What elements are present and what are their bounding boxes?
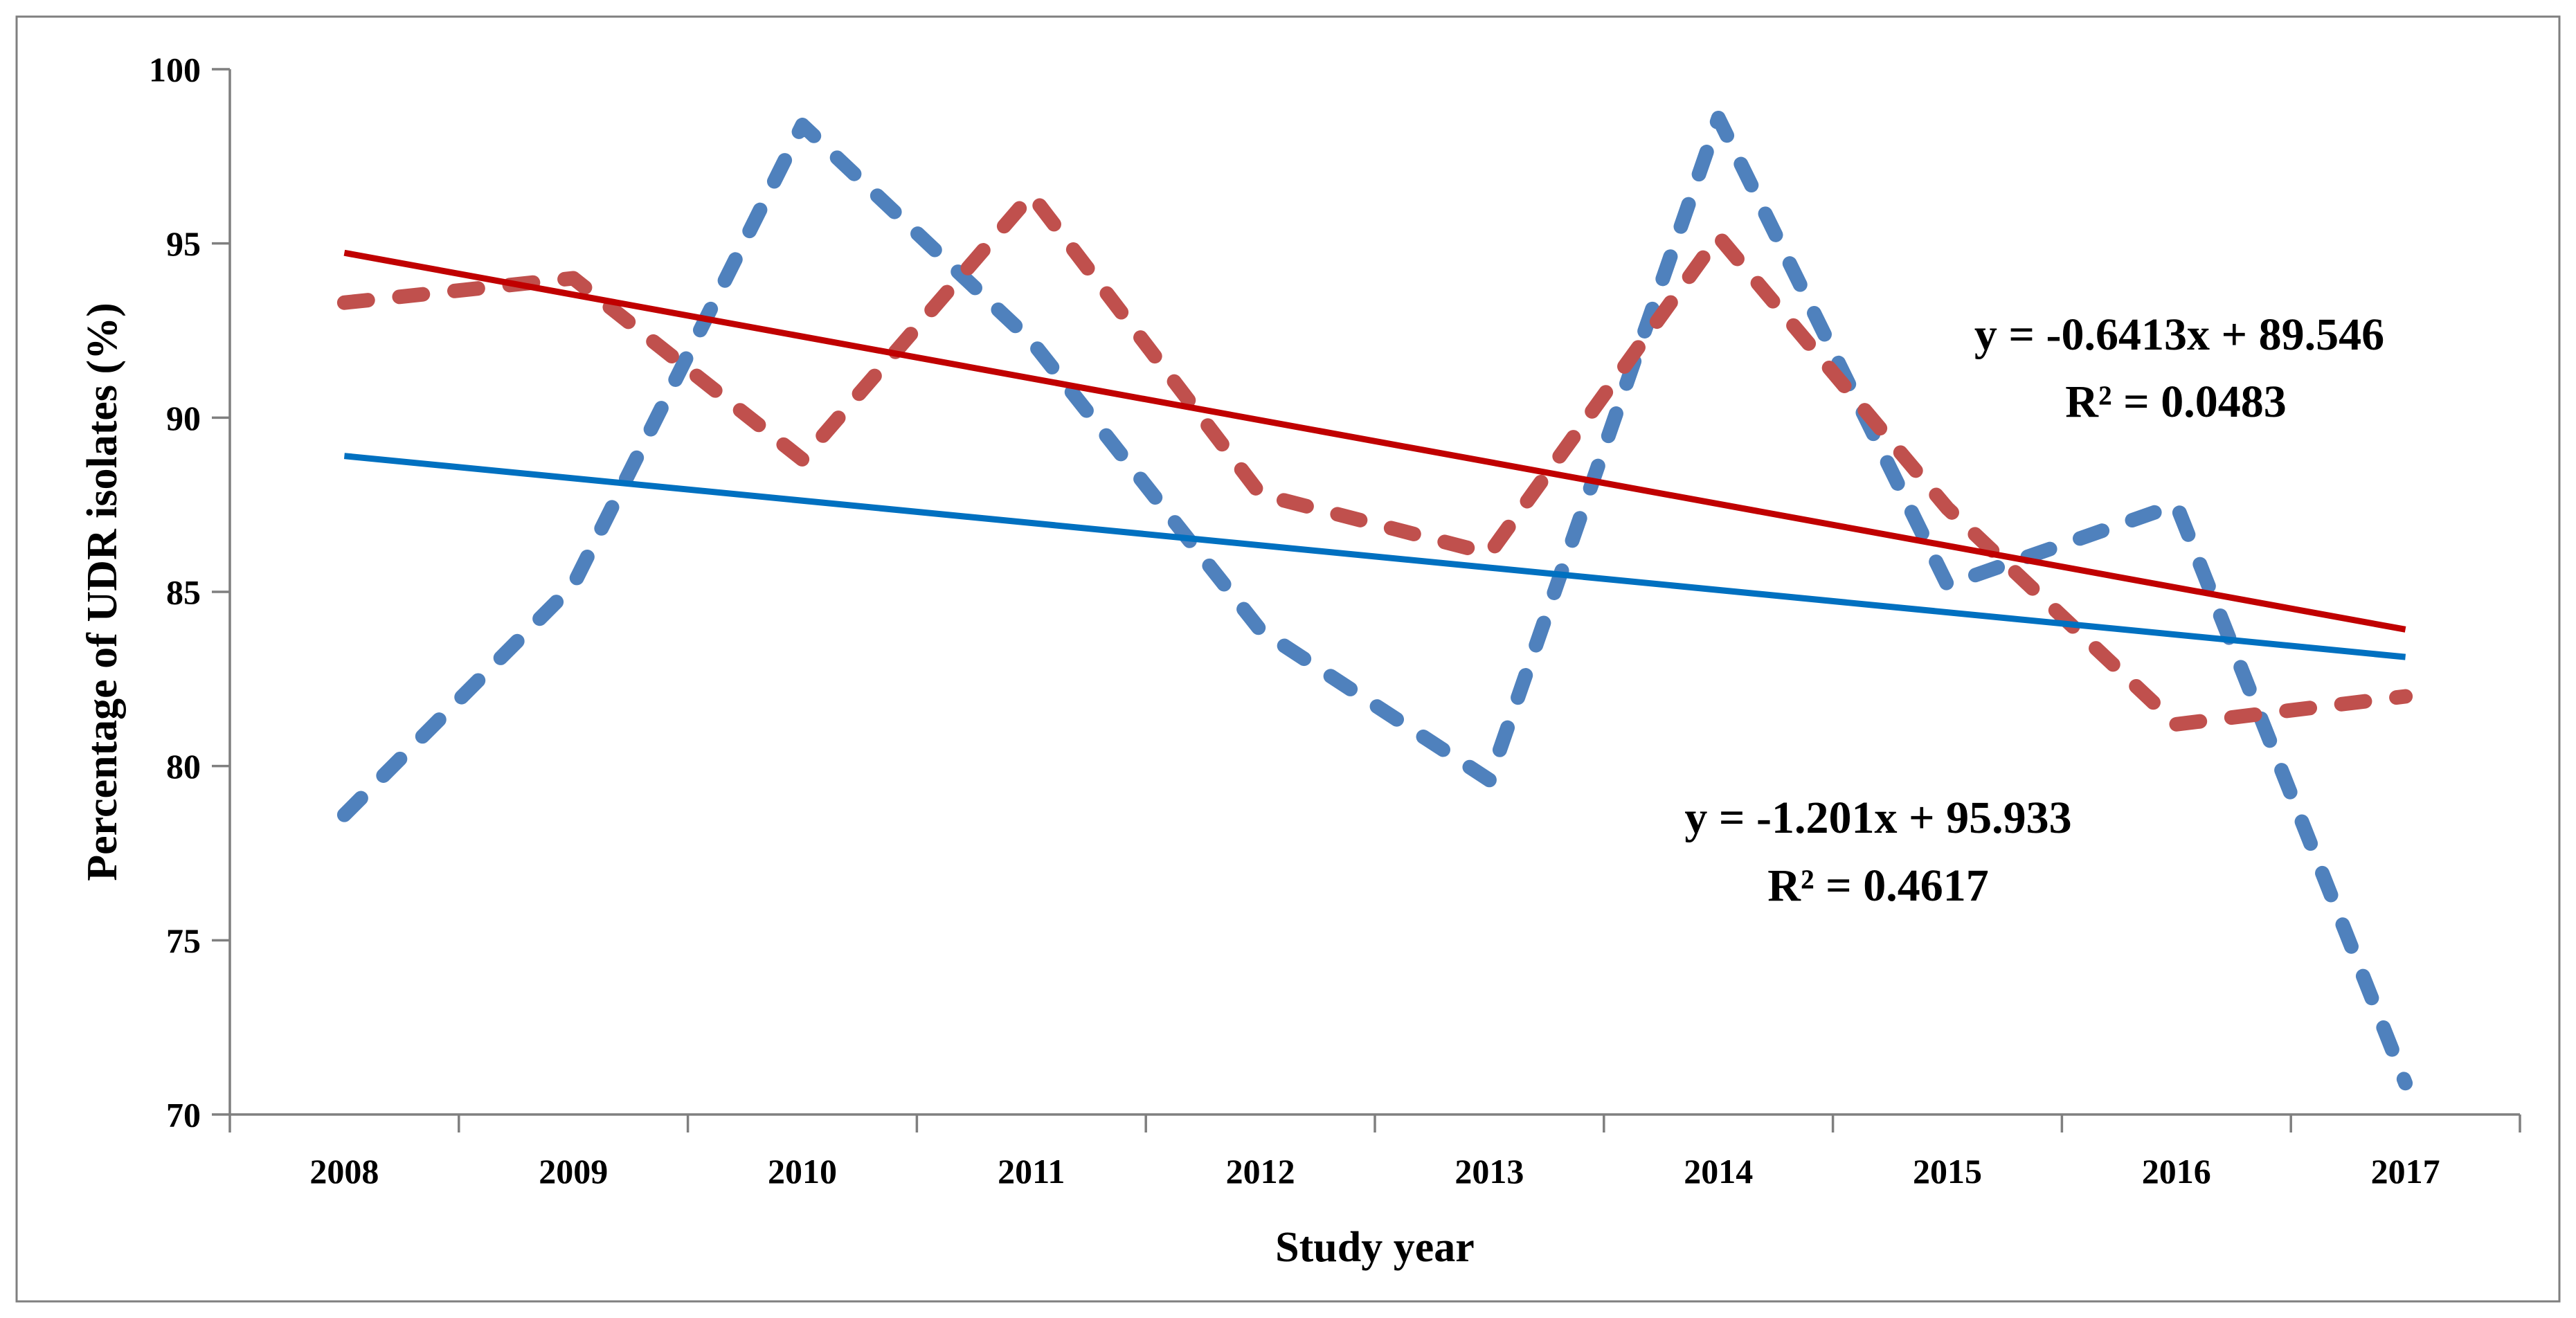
- axis-lines: [228, 69, 2520, 1116]
- x-tick-label-2012: 2012: [1226, 1152, 1295, 1191]
- y-tick-label-70: 70: [166, 1096, 201, 1135]
- series-line-blue: [336, 110, 2413, 1091]
- y-tick-label-75: 75: [166, 921, 201, 960]
- x-tick-label-2011: 2011: [998, 1152, 1065, 1191]
- trendline-red: [343, 249, 2406, 633]
- x-tick-label-2013: 2013: [1454, 1152, 1524, 1191]
- y-axis-title: Percentage of UDR isolates (%): [79, 303, 126, 881]
- y-tick-label-80: 80: [166, 747, 201, 786]
- x-tick-label-2017: 2017: [2371, 1152, 2440, 1191]
- trendline-equation-red-series: y = -1.201x + 95.933: [1684, 793, 2071, 843]
- x-tick-label-2015: 2015: [1913, 1152, 1982, 1191]
- trendline-r2-red-series: R² = 0.4617: [1767, 860, 1989, 911]
- series-line-red: [336, 187, 2413, 732]
- trendlines-group: [343, 249, 2406, 660]
- x-tick-label-2014: 2014: [1684, 1152, 1753, 1191]
- trendline-r2-blue-series: R² = 0.0483: [2065, 377, 2287, 427]
- trendline-blue: [343, 453, 2406, 660]
- trendline-equation-blue-series: y = -0.6413x + 89.546: [1974, 309, 2384, 360]
- axes: 70 75 80 85 90 95 100 2008 2009 2010 2011 2012 2013 2…: [149, 51, 2521, 1191]
- x-tick-label-2010: 2010: [768, 1152, 837, 1191]
- y-tick-label-95: 95: [166, 224, 201, 263]
- data-series-group: [336, 110, 2413, 1091]
- x-axis-title: Study year: [1275, 1224, 1475, 1271]
- y-tick-label-90: 90: [166, 399, 201, 437]
- y-tick-label-85: 85: [166, 573, 201, 612]
- figure-border: [15, 15, 2561, 1303]
- x-tick-label-2016: 2016: [2142, 1152, 2211, 1191]
- x-tick-label-2009: 2009: [539, 1152, 608, 1191]
- y-tick-label-100: 100: [149, 51, 201, 89]
- x-tick-label-2008: 2008: [309, 1152, 379, 1191]
